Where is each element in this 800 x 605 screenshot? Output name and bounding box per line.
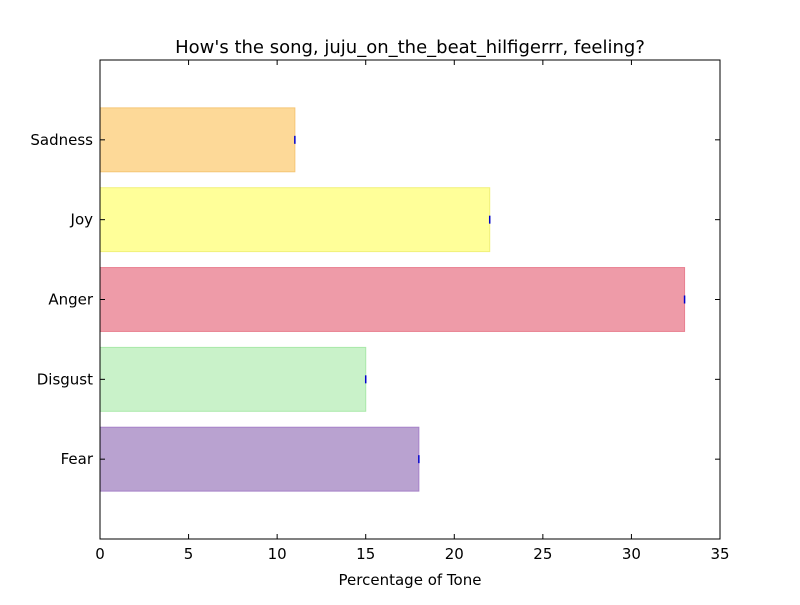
y-tick-label-fear: Fear — [61, 450, 94, 468]
x-axis-label: Percentage of Tone — [339, 571, 482, 589]
x-tick-label: 15 — [356, 545, 375, 563]
y-tick-label-anger: Anger — [48, 291, 94, 309]
bar-disgust — [99, 346, 367, 412]
chart-title: How's the song, juju_on_the_beat_hilfige… — [175, 37, 645, 58]
x-tick-label: 20 — [445, 545, 464, 563]
bar-joy — [99, 187, 491, 253]
bar-sadness — [99, 107, 296, 173]
y-tick-label-sadness: Sadness — [30, 131, 93, 149]
bar-anger — [99, 267, 686, 332]
x-tick-label: 35 — [710, 545, 729, 563]
x-tick-label: 30 — [622, 545, 641, 563]
x-tick-label: 5 — [184, 545, 194, 563]
y-tick-label-disgust: Disgust — [37, 370, 93, 388]
y-axis-ticks: Fear Disgust Anger Joy Sadness — [30, 131, 720, 468]
x-tick-label: 0 — [95, 545, 105, 563]
x-tick-label: 10 — [268, 545, 287, 563]
x-tick-label: 25 — [533, 545, 552, 563]
bar-fear — [99, 426, 420, 492]
x-axis-ticks: 0 5 10 15 20 25 30 35 — [95, 60, 730, 563]
y-tick-label-joy: Joy — [70, 211, 94, 229]
bars-group — [99, 107, 686, 492]
